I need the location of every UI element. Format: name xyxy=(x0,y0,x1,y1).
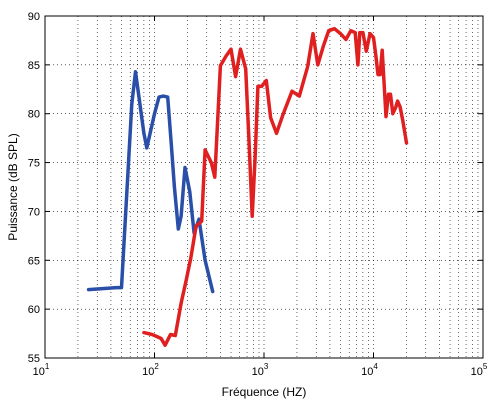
series-line-1 xyxy=(86,69,215,294)
y-tick-label: 70 xyxy=(28,206,40,218)
x-tick-exponent: 4 xyxy=(373,362,378,371)
x-tick-labels: 101 102 103 104 105 xyxy=(33,362,488,378)
x-tick-exponent: 5 xyxy=(483,362,488,371)
x-tick-exponent: 3 xyxy=(264,362,269,371)
x-tick-label: 103 xyxy=(252,362,269,378)
axis-ticks xyxy=(44,15,484,359)
plot-frame xyxy=(44,15,484,359)
data-series xyxy=(86,26,409,348)
x-tick-base: 10 xyxy=(471,366,483,378)
y-tick-label: 90 xyxy=(28,11,40,23)
y-axis-title: Puissance (dB SPL) xyxy=(6,133,20,240)
x-tick-exponent: 1 xyxy=(45,362,50,371)
y-tick-label: 65 xyxy=(28,255,40,267)
y-tick-labels: 55 60 65 70 75 80 85 90 xyxy=(28,11,40,365)
x-tick-base: 10 xyxy=(361,366,373,378)
x-tick-label: 102 xyxy=(142,362,159,378)
y-tick-label: 80 xyxy=(28,109,40,121)
y-tick-label: 60 xyxy=(28,304,40,316)
x-tick-label: 101 xyxy=(33,362,50,378)
x-tick-label: 104 xyxy=(361,362,378,378)
x-axis-title: Fréquence (HZ) xyxy=(222,385,307,399)
y-tick-label: 55 xyxy=(28,353,40,365)
grid-lines xyxy=(45,16,483,358)
series-line-2 xyxy=(142,26,409,348)
x-tick-exponent: 2 xyxy=(154,362,159,371)
x-tick-base: 10 xyxy=(142,366,154,378)
x-tick-base: 10 xyxy=(33,366,45,378)
y-tick-label: 75 xyxy=(28,158,40,170)
x-tick-label: 105 xyxy=(471,362,488,378)
x-tick-base: 10 xyxy=(252,366,264,378)
y-tick-label: 85 xyxy=(28,60,40,72)
